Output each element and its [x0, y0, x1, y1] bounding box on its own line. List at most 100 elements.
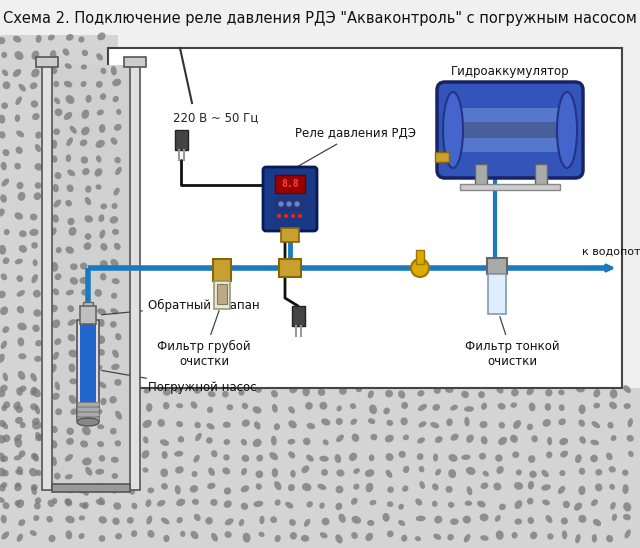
- Ellipse shape: [467, 486, 472, 495]
- Ellipse shape: [48, 388, 55, 394]
- Ellipse shape: [115, 157, 121, 163]
- Ellipse shape: [592, 534, 597, 543]
- Ellipse shape: [541, 484, 551, 490]
- Ellipse shape: [499, 504, 506, 510]
- Ellipse shape: [433, 534, 441, 540]
- Ellipse shape: [15, 212, 23, 220]
- Ellipse shape: [163, 535, 170, 542]
- Ellipse shape: [47, 83, 52, 90]
- Ellipse shape: [53, 128, 60, 135]
- Ellipse shape: [574, 503, 582, 511]
- Ellipse shape: [112, 278, 120, 284]
- Ellipse shape: [205, 517, 212, 524]
- Ellipse shape: [606, 535, 613, 543]
- Ellipse shape: [495, 454, 502, 462]
- Ellipse shape: [99, 230, 106, 238]
- Ellipse shape: [303, 386, 310, 396]
- Ellipse shape: [3, 435, 10, 442]
- Ellipse shape: [70, 277, 78, 285]
- Bar: [275, 175, 305, 193]
- Ellipse shape: [35, 132, 42, 139]
- Text: 8.8: 8.8: [281, 179, 299, 189]
- Ellipse shape: [479, 453, 486, 460]
- Ellipse shape: [49, 227, 57, 236]
- Ellipse shape: [79, 438, 87, 446]
- Ellipse shape: [31, 484, 38, 491]
- Bar: [275, 197, 305, 211]
- Ellipse shape: [84, 233, 92, 240]
- Ellipse shape: [82, 390, 88, 397]
- Bar: [435, 152, 449, 162]
- Ellipse shape: [100, 398, 107, 405]
- Ellipse shape: [479, 513, 488, 521]
- Ellipse shape: [80, 435, 86, 444]
- Ellipse shape: [53, 81, 59, 87]
- Ellipse shape: [194, 387, 202, 394]
- Ellipse shape: [433, 454, 438, 461]
- Ellipse shape: [79, 193, 86, 200]
- Ellipse shape: [111, 467, 118, 476]
- Ellipse shape: [290, 532, 297, 540]
- Ellipse shape: [52, 498, 58, 504]
- Ellipse shape: [211, 450, 218, 457]
- Ellipse shape: [62, 244, 68, 251]
- Ellipse shape: [241, 503, 248, 510]
- Text: Реле давления РДЭ: Реле давления РДЭ: [295, 127, 416, 167]
- Ellipse shape: [319, 503, 324, 509]
- Ellipse shape: [96, 131, 103, 138]
- Ellipse shape: [224, 487, 231, 495]
- Ellipse shape: [0, 420, 6, 427]
- Ellipse shape: [464, 416, 470, 426]
- Ellipse shape: [47, 500, 54, 507]
- Ellipse shape: [35, 163, 43, 170]
- Bar: [292, 306, 305, 326]
- Ellipse shape: [419, 466, 424, 472]
- Ellipse shape: [464, 534, 470, 543]
- Ellipse shape: [17, 275, 23, 282]
- Ellipse shape: [50, 364, 57, 373]
- Ellipse shape: [625, 529, 631, 539]
- Ellipse shape: [303, 438, 310, 445]
- Ellipse shape: [398, 390, 405, 398]
- Bar: [535, 164, 547, 186]
- Ellipse shape: [146, 403, 152, 412]
- Ellipse shape: [83, 323, 88, 331]
- Ellipse shape: [15, 438, 22, 448]
- Ellipse shape: [241, 455, 249, 462]
- Ellipse shape: [67, 69, 73, 76]
- Ellipse shape: [371, 434, 378, 441]
- Ellipse shape: [239, 519, 244, 526]
- Ellipse shape: [84, 396, 92, 402]
- Ellipse shape: [113, 503, 121, 510]
- Ellipse shape: [336, 435, 344, 442]
- Ellipse shape: [403, 466, 410, 473]
- Ellipse shape: [65, 530, 72, 539]
- Ellipse shape: [591, 499, 598, 506]
- Ellipse shape: [65, 95, 74, 104]
- Ellipse shape: [65, 63, 72, 69]
- Ellipse shape: [67, 371, 73, 378]
- Ellipse shape: [99, 516, 107, 524]
- Ellipse shape: [49, 535, 56, 543]
- Ellipse shape: [13, 402, 20, 409]
- Bar: [0, 35, 118, 548]
- Text: Обратный клапан: Обратный клапан: [102, 299, 260, 315]
- Ellipse shape: [288, 420, 297, 429]
- Ellipse shape: [33, 454, 39, 462]
- Ellipse shape: [320, 532, 328, 538]
- Ellipse shape: [161, 517, 170, 524]
- Ellipse shape: [15, 482, 21, 488]
- Ellipse shape: [161, 469, 168, 477]
- Ellipse shape: [1, 455, 8, 462]
- Bar: [453, 122, 567, 138]
- Bar: [175, 130, 188, 150]
- Ellipse shape: [35, 340, 42, 346]
- Ellipse shape: [0, 497, 4, 503]
- Ellipse shape: [559, 438, 568, 445]
- Ellipse shape: [94, 290, 104, 298]
- Ellipse shape: [82, 66, 90, 74]
- Ellipse shape: [177, 517, 183, 523]
- Ellipse shape: [175, 485, 180, 494]
- Ellipse shape: [2, 423, 8, 429]
- Ellipse shape: [271, 436, 276, 446]
